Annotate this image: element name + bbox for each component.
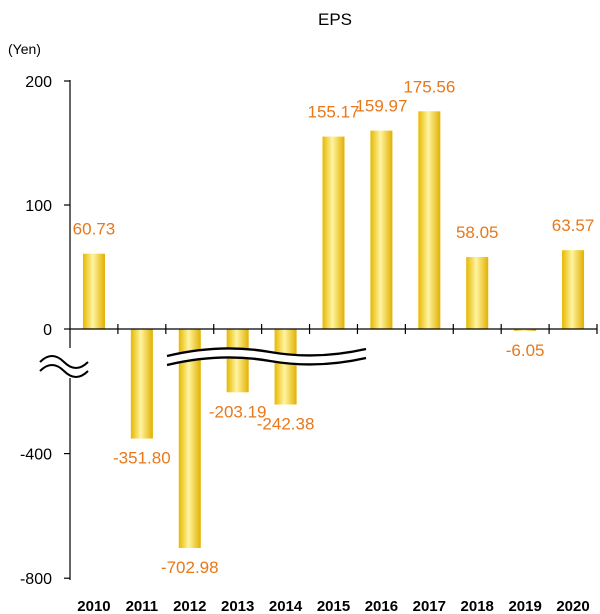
bar-2017 — [418, 111, 441, 329]
axis-break-bars-marker — [166, 347, 367, 367]
x-tick-label: 2017 — [413, 598, 446, 614]
data-label: 63.57 — [552, 216, 595, 235]
y-tick-label: 200 — [25, 74, 52, 91]
x-tick-label: 2019 — [508, 598, 541, 614]
data-label: -242.38 — [257, 415, 315, 434]
bar-2013 — [226, 329, 249, 393]
data-label: -203.19 — [209, 402, 267, 421]
data-label: -351.80 — [113, 449, 171, 468]
bar-2014 — [274, 329, 297, 405]
bar-2015 — [322, 136, 345, 329]
bar-2018 — [466, 257, 489, 329]
x-tick-label: 2018 — [461, 598, 494, 614]
data-label: 60.73 — [73, 220, 116, 239]
bar-2012 — [178, 329, 201, 548]
data-label: 175.56 — [403, 77, 455, 96]
bar-2020 — [562, 250, 585, 329]
chart-title: EPS — [318, 10, 352, 29]
data-label: 159.97 — [355, 97, 407, 116]
x-tick-label: 2012 — [173, 598, 206, 614]
data-label: 58.05 — [456, 223, 499, 242]
data-label: -6.05 — [506, 341, 545, 360]
x-tick-label: 2016 — [365, 598, 398, 614]
bar-2010 — [82, 253, 105, 329]
axis-break-left-marker — [36, 348, 89, 378]
x-tick-label: 2013 — [221, 598, 254, 614]
data-label: 155.17 — [308, 103, 360, 122]
y-tick-label: -800 — [20, 571, 52, 588]
x-tick-label: 2014 — [269, 598, 303, 614]
y-tick-label: 100 — [25, 198, 52, 215]
y-axis-unit-label: (Yen) — [8, 41, 41, 57]
y-tick-label: -400 — [20, 447, 52, 464]
x-tick-label: 2020 — [556, 598, 589, 614]
y-tick-label: 0 — [43, 322, 52, 339]
data-label: -702.98 — [161, 558, 219, 577]
bar-2019 — [514, 329, 537, 331]
x-tick-label: 2010 — [77, 598, 110, 614]
x-tick-label: 2011 — [126, 598, 159, 614]
bar-2011 — [130, 329, 153, 439]
bar-2016 — [370, 130, 393, 329]
x-tick-label: 2015 — [317, 598, 350, 614]
